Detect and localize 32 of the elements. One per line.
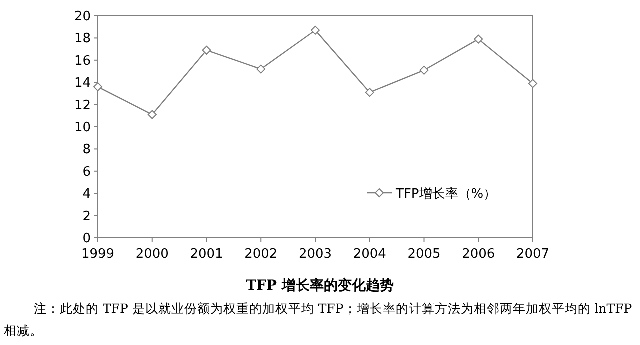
point (256, 64, 266, 74)
y-tick-label: 18 (74, 32, 91, 47)
y-tick-label: 16 (74, 54, 91, 69)
text: 注：此处的 TFP 是以就业份额为权重的加权平均 TFP；增长率的计算方法为相邻两年加权平均的 lnTFP 相减。 (4, 300, 634, 340)
text: TFP 增长率的变化趋势 (245, 277, 395, 295)
legend-label: TFP增长率（%） (395, 186, 497, 202)
point (420, 66, 429, 75)
x-tick-label: 2006 (462, 247, 496, 262)
y-tick-label: 10 (74, 120, 91, 136)
y-tick-label: 12 (74, 98, 91, 114)
x-tick-label: 2007 (516, 247, 550, 262)
y-tick-label: 8 (82, 142, 91, 158)
x-tick-label: 2001 (190, 247, 224, 262)
y-tick-label: 6 (82, 164, 91, 180)
y-tick-label: 0 (82, 232, 91, 246)
x-tick-label: 2002 (244, 247, 278, 262)
x-tick-label: 1999 (81, 247, 115, 262)
x-tick-label: 2004 (353, 247, 386, 262)
y-tick-label: 20 (74, 10, 91, 24)
y-tick-label: 4 (82, 187, 91, 202)
y-tick-label: 2 (82, 209, 91, 224)
point (202, 46, 212, 55)
point (311, 26, 320, 35)
x-tick-label: 2003 (298, 247, 332, 262)
x-tick-label: 2005 (408, 247, 441, 262)
x-tick-label: 2000 (136, 247, 169, 262)
point (528, 79, 538, 88)
y-tick-label: 14 (74, 76, 91, 92)
point (148, 110, 157, 120)
point (94, 82, 102, 92)
point (365, 88, 374, 98)
point (474, 34, 484, 44)
